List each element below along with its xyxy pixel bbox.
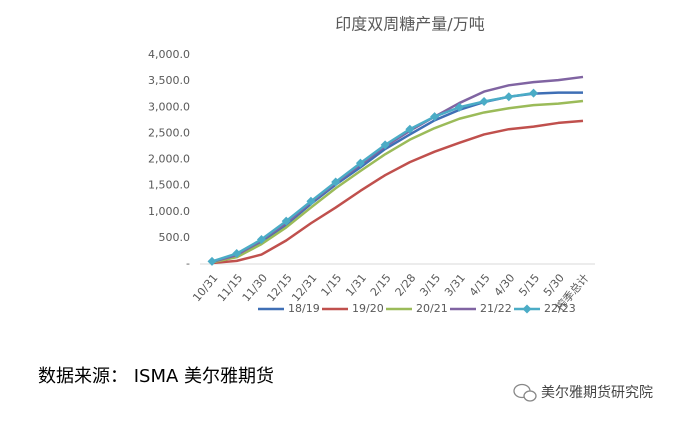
watermark: 美尔雅期货研究院 <box>541 384 653 401</box>
series-marker <box>454 102 464 112</box>
y-tick-label: 3,500.0 <box>148 74 190 87</box>
series-line <box>211 119 584 265</box>
legend-label: 19/20 <box>352 302 384 315</box>
series-marker <box>479 97 489 107</box>
series-marker <box>430 112 440 122</box>
x-tick-label: 1/15 <box>318 272 344 299</box>
x-tick-label: 1/31 <box>343 272 369 299</box>
series-line <box>211 91 534 263</box>
wechat-icon <box>513 383 537 402</box>
x-tick-label: 2/15 <box>368 272 394 299</box>
x-tick-label: 3/15 <box>417 272 443 299</box>
x-tick-label: 11/15 <box>215 272 245 305</box>
y-tick-label: 2,000.0 <box>148 153 190 166</box>
y-tick-label: 1,500.0 <box>148 179 190 192</box>
series-line <box>211 99 584 264</box>
y-tick-label: 1,000.0 <box>148 205 190 218</box>
series-marker <box>306 196 316 206</box>
y-tick-label: 3,000.0 <box>148 100 190 113</box>
series-marker <box>355 158 365 168</box>
x-tick-label: 10/31 <box>190 272 220 305</box>
series-marker <box>207 256 217 266</box>
series-marker <box>256 234 266 244</box>
series-marker <box>281 216 291 226</box>
series-marker <box>331 177 341 187</box>
y-tick-label: 500.0 <box>159 231 191 244</box>
series-marker <box>380 140 390 150</box>
series-line <box>211 75 584 264</box>
x-tick-label: 5/15 <box>516 272 542 299</box>
legend-label: 22/23 <box>544 302 576 315</box>
x-tick-label: 3/31 <box>442 272 468 299</box>
x-tick-label: 4/30 <box>492 272 518 299</box>
y-tick-label: 2,500.0 <box>148 126 190 139</box>
x-tick-label: 4/15 <box>467 272 493 299</box>
series-marker <box>504 92 514 102</box>
series-marker <box>232 249 242 259</box>
x-tick-label: 11/30 <box>240 272 270 305</box>
y-tick-label: 4,000.0 <box>148 48 190 61</box>
source-note: 数据来源： ISMA 美尔雅期货 <box>38 366 274 387</box>
x-tick-label: 2/28 <box>393 272 419 299</box>
x-tick-label: 12/31 <box>289 272 319 305</box>
chart-title: 印度双周糖产量/万吨 <box>335 15 484 34</box>
series-marker <box>405 124 415 134</box>
x-tick-label: 12/15 <box>264 272 294 305</box>
legend-label: 21/22 <box>480 302 512 315</box>
legend-label: 18/19 <box>288 302 320 315</box>
legend-marker <box>522 304 532 314</box>
y-tick-label: - <box>186 257 190 270</box>
series-marker <box>529 88 539 98</box>
legend-label: 20/21 <box>416 302 448 315</box>
